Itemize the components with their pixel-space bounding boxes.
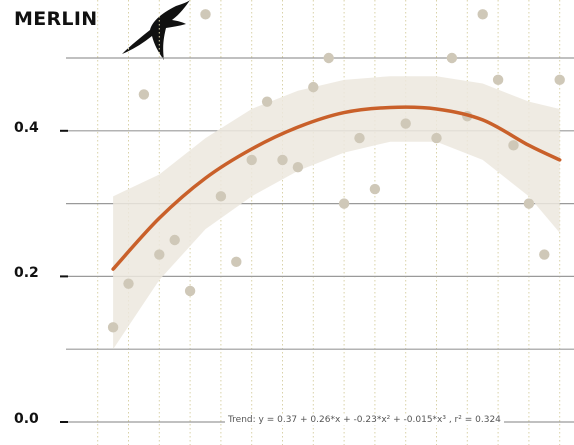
bird-silhouette-icon (122, 0, 190, 60)
data-point-26 (539, 249, 550, 260)
data-point-10 (261, 96, 273, 107)
data-point-13 (308, 81, 319, 93)
data-point-8 (231, 256, 242, 268)
trend-equation-label: Trend: y = 0.37 + 0.26*x + -0.23*x² + -0… (225, 415, 504, 425)
data-point-27 (554, 74, 565, 86)
data-point-16 (354, 132, 365, 144)
data-point-12 (292, 162, 304, 173)
data-point-2 (138, 89, 150, 100)
data-point-6 (200, 9, 211, 20)
data-point-25 (523, 198, 535, 209)
data-point-23 (492, 74, 504, 86)
ytick-label-1: 0.2 (14, 265, 39, 282)
data-point-4 (169, 234, 180, 246)
data-point-14 (323, 52, 334, 64)
trend-line (111, 105, 562, 271)
chart-title: MERLIN (14, 8, 98, 30)
data-point-7 (215, 191, 227, 202)
data-point-3 (154, 249, 165, 260)
data-point-5 (184, 285, 196, 297)
ytick-label-0: 0.0 (14, 411, 39, 427)
data-point-9 (246, 154, 257, 166)
data-point-17 (369, 183, 381, 195)
data-point-11 (277, 154, 288, 166)
confidence-band (113, 76, 560, 350)
data-point-20 (446, 52, 458, 64)
data-point-24 (508, 140, 519, 151)
data-point-1 (123, 278, 134, 289)
data-point-19 (431, 132, 442, 144)
data-point-15 (338, 198, 350, 209)
data-point-22 (477, 9, 488, 20)
ytick-label-2: 0.4 (14, 119, 39, 136)
data-point-0 (107, 322, 119, 333)
data-point-18 (400, 118, 411, 129)
